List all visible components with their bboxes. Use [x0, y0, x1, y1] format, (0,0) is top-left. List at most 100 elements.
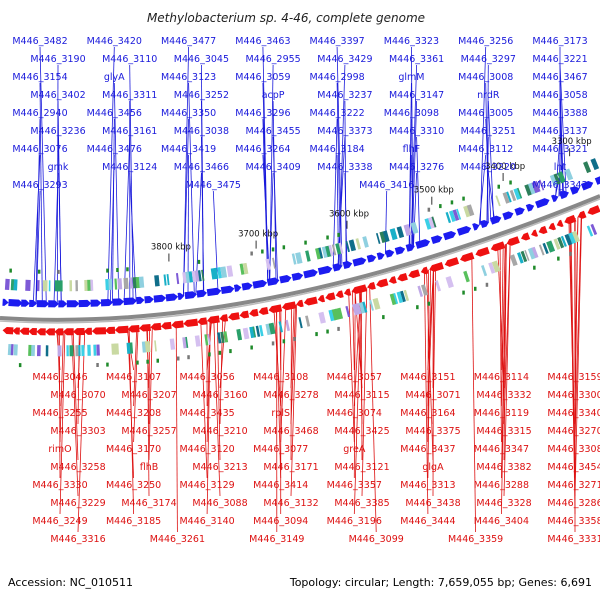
reverse-leader-line	[424, 270, 429, 515]
forward-strand-track-arrow	[112, 298, 125, 306]
forward-cog-track-box	[108, 278, 113, 290]
forward-leader-line	[188, 82, 195, 295]
reverse-strand-track-arrow	[564, 214, 577, 225]
reverse-cog-track-box	[542, 242, 549, 255]
forward-cog-track-box	[502, 192, 510, 204]
reverse-cog-track-box	[285, 319, 290, 332]
reverse-leader-line	[503, 242, 511, 497]
reverse-gene-label: M446_3114	[474, 372, 529, 383]
reverse-cog-track-box	[546, 240, 556, 253]
forward-gene-label: M446_3420	[87, 36, 142, 47]
forward-gene-label: M446_3008	[458, 72, 513, 83]
reverse-gene-label: M446_3170	[106, 444, 161, 455]
reverse-leader-line	[175, 324, 178, 533]
forward-strand-track-arrow	[8, 299, 23, 307]
forward-cog-track-box	[345, 240, 350, 253]
forward-leader-line	[112, 118, 115, 303]
reverse-leader-line	[499, 246, 502, 443]
forward-gene-label: M446_3409	[245, 162, 300, 173]
reverse-rna-track-mark	[96, 363, 99, 367]
reverse-gene-label: M446_3132	[263, 498, 318, 509]
reverse-gene-label: M446_3313	[400, 480, 455, 491]
forward-gene-label: M446_3264	[235, 144, 290, 155]
forward-cog-track-box	[57, 280, 63, 292]
forward-cog-track-box	[325, 245, 332, 258]
reverse-strand-track-arrow	[317, 294, 326, 303]
reverse-cog-track-box	[66, 345, 69, 357]
reverse-cog-track-box	[481, 265, 488, 277]
reverse-gene-label: M446_3375	[405, 426, 460, 437]
reverse-cog-track-box	[220, 331, 225, 344]
forward-strand-track-arrow	[366, 254, 377, 263]
reverse-leader-line	[217, 319, 221, 461]
reverse-cog-track-box	[488, 262, 496, 274]
reverse-cog-track-box	[236, 328, 243, 341]
reverse-leader-line	[290, 304, 297, 497]
reverse-strand-track-arrow	[73, 328, 85, 336]
reverse-gene-label: greA	[343, 444, 366, 455]
forward-gene-label: M446_3137	[532, 126, 587, 137]
forward-cog-track-box	[25, 279, 31, 291]
forward-gene-label: M446_3350	[161, 108, 216, 119]
forward-gene-label: M446_3467	[532, 72, 587, 83]
reverse-cog-track-box	[268, 322, 276, 335]
reverse-cog-track-box	[204, 334, 209, 346]
reverse-strand-track-arrow	[335, 290, 344, 298]
reverse-rna-track-mark	[187, 355, 190, 360]
reverse-gene-label: M446_3359	[448, 534, 503, 545]
reverse-cog-track-box	[10, 344, 14, 356]
reverse-cog-track-box	[358, 302, 366, 314]
reverse-cog-track-box	[331, 308, 339, 321]
forward-cog-track-box	[10, 279, 15, 291]
forward-rna-track-mark	[106, 268, 109, 273]
reverse-leader-line	[59, 331, 66, 515]
reverse-strand-track-arrow	[556, 219, 564, 228]
forward-gene-label: M446_3123	[161, 72, 216, 83]
forward-strand-track-arrow	[66, 300, 80, 308]
forward-leader-line	[336, 46, 343, 267]
forward-cog-track-box	[338, 242, 344, 254]
reverse-cog-track-box	[318, 311, 326, 324]
forward-leader-line	[485, 82, 489, 223]
forward-strand-track-arrow	[332, 263, 343, 272]
reverse-strand-track-arrow	[127, 324, 140, 333]
reverse-gene-label: M446_3437	[400, 444, 455, 455]
forward-leader-line	[413, 172, 417, 247]
reverse-gene-label: M446_3303	[50, 426, 105, 437]
forward-cog-track-box	[410, 222, 419, 234]
reverse-gene-label: M446_3414	[253, 480, 308, 491]
reverse-gene-label: M446_3278	[263, 390, 318, 401]
forward-cog-track-box	[335, 242, 342, 255]
forward-leader-line	[408, 82, 412, 248]
reverse-leader-line	[148, 327, 153, 461]
reverse-rna-track-mark	[315, 332, 318, 337]
forward-cog-track-box	[375, 232, 381, 245]
forward-gene-label: M446_3342	[532, 180, 587, 191]
forward-gene-labels: M446_3482 M446_3420 M446_3477 M446_3463 M446…	[12, 36, 587, 191]
forward-leader-line	[201, 136, 205, 294]
forward-gene-label: flhF	[403, 144, 420, 155]
forward-rna-track-mark	[37, 269, 41, 274]
reverse-gene-label: rplS	[271, 408, 290, 419]
reverse-gene-label: M446_3288	[474, 480, 529, 491]
forward-gene-label: M446_3098	[384, 108, 439, 119]
forward-strand-track-arrow	[394, 246, 406, 255]
forward-cog-track-box	[328, 244, 334, 257]
reverse-gene-label: M446_3328	[476, 498, 531, 509]
reverse-gene-label: M446_3425	[334, 426, 389, 437]
forward-rna-track-mark	[250, 251, 253, 256]
forward-cog-track-box	[295, 252, 303, 264]
reverse-strand-track-arrow	[183, 318, 199, 327]
reverse-strand-track-arrow	[351, 284, 367, 294]
forward-strand-track-arrow	[165, 293, 179, 302]
forward-leader-line	[332, 118, 338, 269]
forward-cog-track-box	[549, 174, 559, 187]
kbp-tick-label: 3400 kbp	[485, 162, 525, 172]
reverse-gene-label: M446_3468	[263, 426, 318, 437]
forward-cog-track-box	[564, 168, 574, 181]
reverse-strand-track-arrow	[228, 312, 240, 321]
reverse-strand-track-arrow	[160, 321, 172, 330]
reverse-rna-track-mark	[208, 352, 211, 357]
forward-cog-track-box	[531, 180, 541, 194]
forward-strand-track-arrow	[405, 243, 415, 252]
